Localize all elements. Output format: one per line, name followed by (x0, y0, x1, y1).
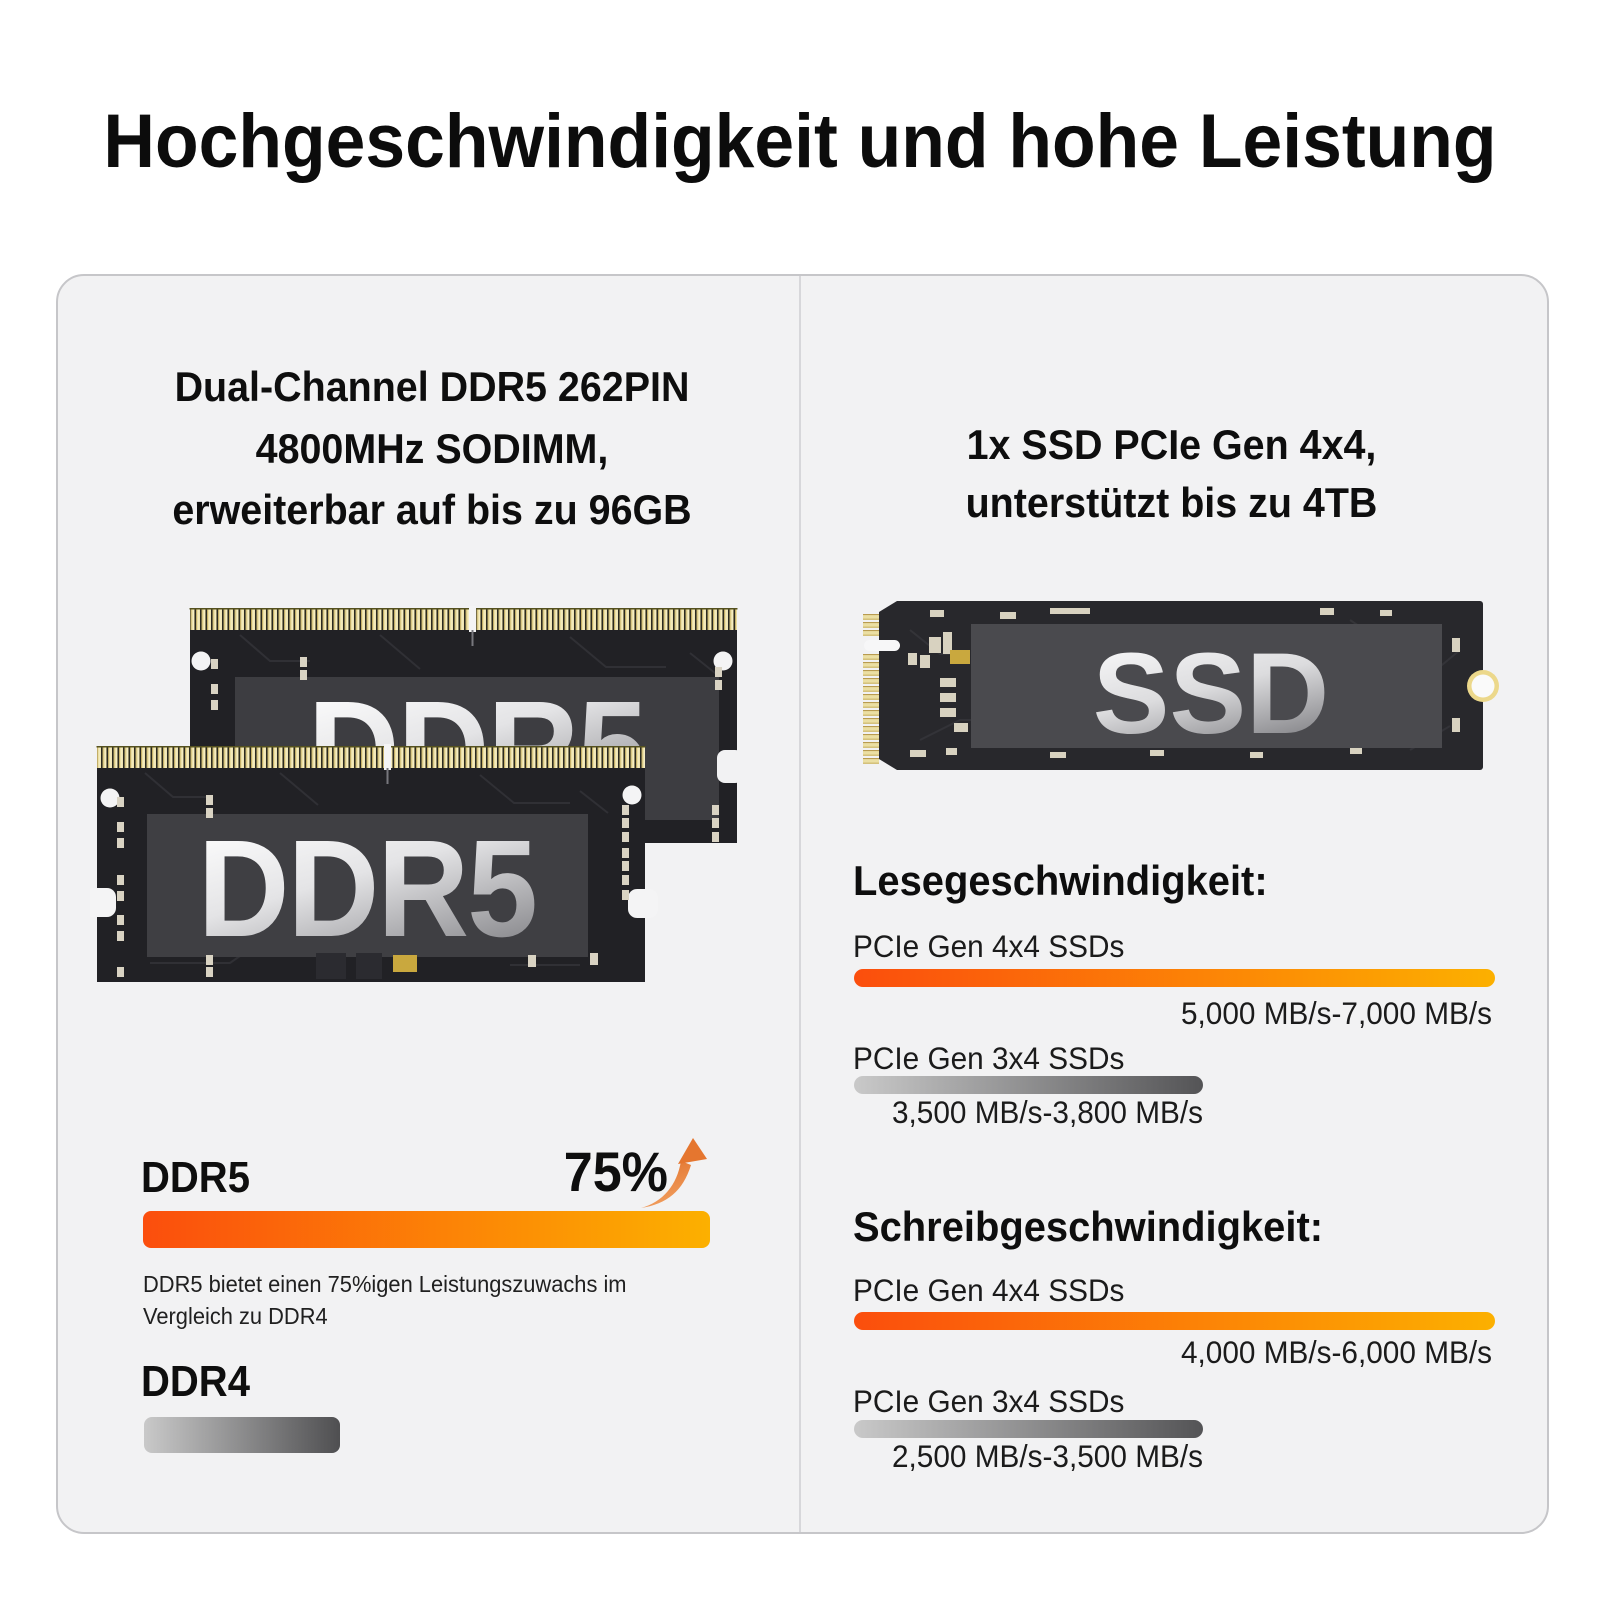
svg-text:SSD: SSD (1093, 630, 1329, 758)
svg-text:DDR5: DDR5 (198, 812, 536, 966)
